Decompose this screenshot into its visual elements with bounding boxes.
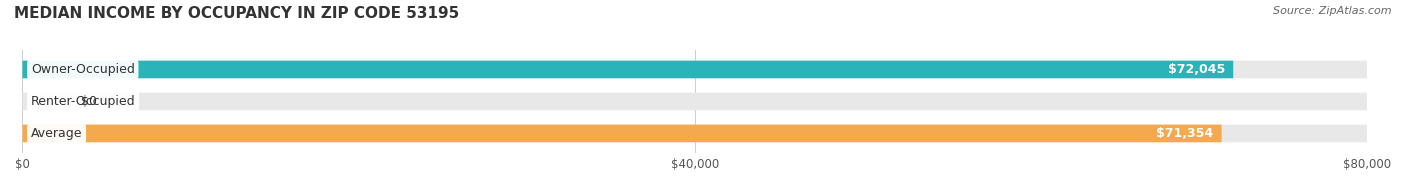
Text: $0: $0 [82,95,97,108]
Text: MEDIAN INCOME BY OCCUPANCY IN ZIP CODE 53195: MEDIAN INCOME BY OCCUPANCY IN ZIP CODE 5… [14,6,460,21]
FancyBboxPatch shape [22,61,1367,78]
Text: $71,354: $71,354 [1156,127,1213,140]
FancyBboxPatch shape [22,61,1233,78]
Text: Owner-Occupied: Owner-Occupied [31,63,135,76]
Text: Renter-Occupied: Renter-Occupied [31,95,135,108]
FancyBboxPatch shape [22,93,1367,110]
Text: $72,045: $72,045 [1167,63,1225,76]
FancyBboxPatch shape [22,125,1367,142]
Text: Source: ZipAtlas.com: Source: ZipAtlas.com [1274,6,1392,16]
FancyBboxPatch shape [22,125,1222,142]
Text: Average: Average [31,127,83,140]
